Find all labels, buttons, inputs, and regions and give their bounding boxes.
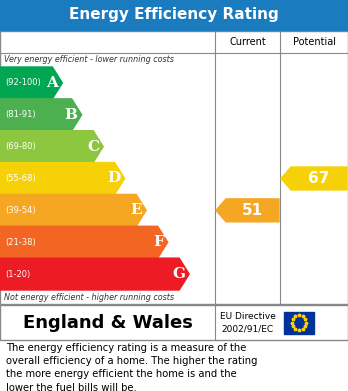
Polygon shape: [0, 131, 103, 163]
Text: EU Directive: EU Directive: [220, 312, 275, 321]
Polygon shape: [0, 258, 189, 290]
Text: The energy efficiency rating is a measure of the
overall efficiency of a home. T: The energy efficiency rating is a measur…: [6, 343, 258, 391]
Text: 67: 67: [308, 171, 330, 186]
Text: (92-100): (92-100): [5, 79, 41, 88]
Text: (1-20): (1-20): [5, 269, 30, 278]
Polygon shape: [0, 194, 146, 226]
Text: Potential: Potential: [293, 37, 335, 47]
Polygon shape: [216, 199, 279, 222]
Text: B: B: [65, 108, 78, 122]
Text: Current: Current: [229, 37, 266, 47]
Polygon shape: [0, 67, 62, 99]
Text: F: F: [153, 235, 164, 249]
Bar: [0, 31, 348, 304]
Text: (39-54): (39-54): [5, 206, 35, 215]
Text: A: A: [47, 76, 58, 90]
Text: D: D: [108, 172, 121, 185]
Bar: [0, 0, 348, 30]
Text: (69-80): (69-80): [5, 142, 36, 151]
Text: 2002/91/EC: 2002/91/EC: [221, 324, 274, 333]
Bar: [284, 312, 314, 334]
Text: 51: 51: [242, 203, 263, 218]
Text: Not energy efficient - higher running costs: Not energy efficient - higher running co…: [4, 292, 174, 301]
Bar: [0, 305, 348, 340]
Polygon shape: [0, 163, 125, 194]
Text: (21-38): (21-38): [5, 238, 36, 247]
Text: (55-68): (55-68): [5, 174, 36, 183]
Text: G: G: [172, 267, 185, 281]
Text: (81-91): (81-91): [5, 110, 35, 119]
Text: Very energy efficient - lower running costs: Very energy efficient - lower running co…: [4, 56, 174, 65]
Polygon shape: [281, 167, 347, 190]
Polygon shape: [0, 99, 82, 131]
Text: Energy Efficiency Rating: Energy Efficiency Rating: [69, 7, 279, 23]
Text: England & Wales: England & Wales: [23, 314, 192, 332]
Polygon shape: [0, 226, 168, 258]
Text: E: E: [130, 203, 142, 217]
Text: C: C: [87, 140, 99, 154]
